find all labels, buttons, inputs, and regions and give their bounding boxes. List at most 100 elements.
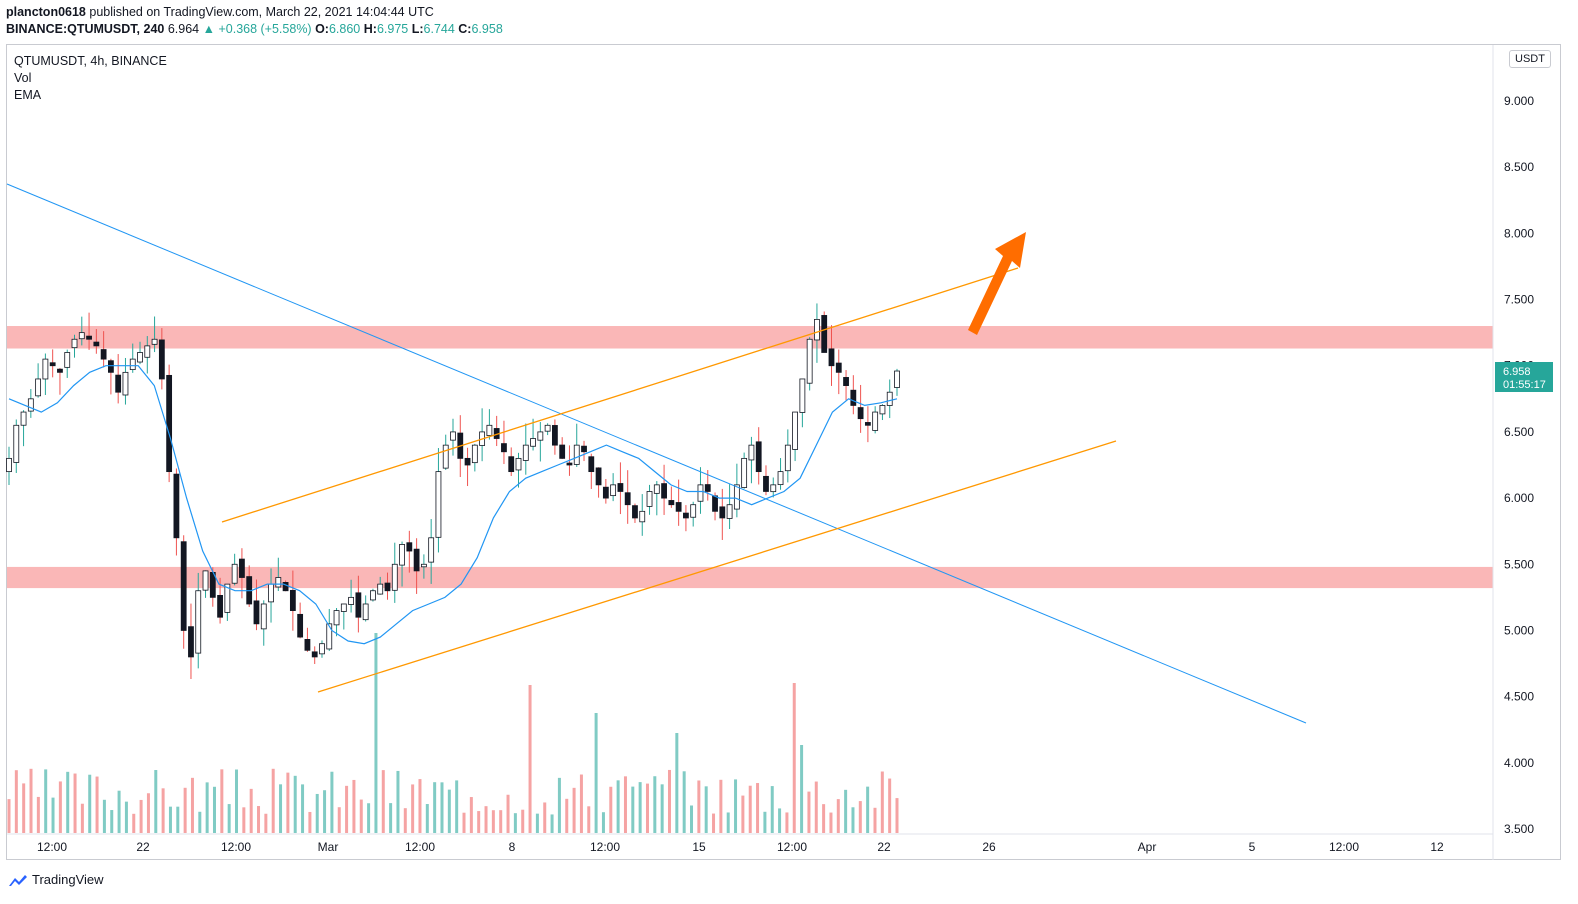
volume-bar — [36, 796, 40, 833]
price-tick: 6.500 — [1504, 425, 1534, 439]
time-tick: Apr — [1138, 840, 1157, 854]
candle-body — [632, 505, 638, 519]
price-tick: 6.000 — [1504, 491, 1534, 505]
candle-body — [690, 504, 697, 518]
candle-body — [770, 484, 777, 493]
candle-body — [399, 544, 405, 566]
candle-body — [755, 441, 762, 473]
candle-body — [144, 345, 151, 358]
chart-frame — [6, 44, 1561, 860]
volume-bar — [264, 813, 268, 833]
candle-body — [239, 558, 245, 578]
price-tick: 3.500 — [1504, 822, 1534, 836]
volume-bar — [279, 784, 283, 833]
candle-body — [420, 563, 427, 568]
price-axis[interactable]: 9.0008.5008.0007.5007.0006.5006.0005.500… — [1504, 94, 1534, 836]
candle-body — [188, 626, 194, 658]
time-tick: 12:00 — [37, 840, 67, 854]
candle-body — [792, 411, 798, 450]
candle-body — [180, 541, 187, 631]
candle-body — [78, 332, 85, 340]
volume-bar — [205, 782, 209, 833]
volume-bar — [491, 810, 495, 833]
volume-bar — [638, 782, 642, 833]
volume-bar — [851, 807, 855, 833]
volume-bar — [51, 797, 55, 833]
currency-button[interactable]: USDT — [1509, 50, 1551, 68]
candle-body — [442, 444, 449, 469]
candle-body — [814, 318, 820, 341]
candle-body — [486, 424, 493, 436]
volume-bar — [778, 808, 782, 833]
volume-bar — [183, 787, 187, 833]
volume-bar — [44, 769, 48, 833]
price-tick: 8.500 — [1504, 160, 1534, 174]
channel-lower-line — [317, 440, 1117, 693]
volume-bar — [95, 776, 99, 833]
chart-legend: QTUMUSDT, 4h, BINANCE Vol EMA — [14, 53, 167, 104]
time-tick: 12:00 — [1329, 840, 1359, 854]
volume-bar — [829, 812, 833, 833]
price-tick: 9.000 — [1504, 94, 1534, 108]
candle-body — [857, 407, 864, 420]
volume-bar — [734, 779, 738, 833]
candle-body — [362, 603, 369, 621]
candle-body — [86, 335, 92, 340]
volume-bar — [528, 685, 532, 833]
resistance-zone — [7, 326, 1493, 349]
drawings[interactable] — [6, 183, 1307, 724]
volume-bar — [712, 813, 716, 833]
volume-bar — [418, 779, 422, 833]
volume-bar — [249, 788, 253, 833]
symbol-label: BINANCE:QTUMUSDT, 240 — [6, 22, 165, 36]
volume-bar — [682, 771, 686, 833]
legend-ema[interactable]: EMA — [14, 88, 42, 102]
candle-body — [6, 457, 12, 473]
candle-body — [333, 610, 340, 626]
volume-bar — [587, 806, 591, 833]
time-axis[interactable]: 12:00 22 12:00 Mar 12:00 8 12:00 15 12:00 22 26 Apr… — [37, 840, 1444, 854]
volume-bar — [609, 786, 613, 833]
quote-line: BINANCE:QTUMUSDT, 240 6.964 ▲ +0.368 (+5… — [6, 22, 503, 36]
candle-body — [501, 443, 507, 453]
volume-bar — [345, 785, 349, 833]
price-tick: 4.500 — [1504, 690, 1534, 704]
volume-bar — [29, 768, 33, 833]
candle-body — [719, 506, 726, 519]
candle-body — [391, 563, 398, 591]
time-tick: 22 — [136, 840, 150, 854]
candle-body — [377, 583, 384, 595]
close-value: 6.958 — [471, 22, 503, 36]
price-change: +0.368 (+5.58%) — [218, 22, 312, 36]
volume-bar — [895, 798, 899, 833]
candle-body — [260, 603, 267, 630]
author-name: plancton0618 — [6, 5, 86, 19]
volume-bar — [411, 784, 415, 833]
footer-brand: TradingView — [8, 872, 104, 887]
volume-bar — [22, 783, 26, 833]
candle-body — [93, 341, 100, 347]
publisher-line: plancton0618 published on TradingView.co… — [6, 5, 434, 19]
tradingview-logo-icon — [9, 874, 27, 886]
candle-body — [319, 643, 325, 655]
last-price: 6.964 — [167, 22, 200, 36]
volume-bar — [616, 780, 620, 833]
candle-body — [340, 603, 347, 612]
volume-bar — [7, 799, 11, 833]
high-value: 6.975 — [376, 22, 409, 36]
candle-body — [202, 570, 209, 591]
footer-brand-text: TradingView — [32, 872, 104, 887]
time-tick: 12:00 — [221, 840, 251, 854]
volume-bar — [190, 777, 194, 833]
candles — [6, 303, 900, 680]
candle-body — [166, 374, 173, 473]
volume-bar — [433, 782, 437, 833]
candle-body — [20, 411, 27, 426]
volume-bar — [557, 777, 561, 833]
legend-volume[interactable]: Vol — [14, 71, 32, 85]
candle-body — [668, 500, 675, 506]
volume-bar — [880, 771, 884, 833]
candle-body — [268, 583, 274, 603]
volume-bar — [242, 807, 246, 833]
